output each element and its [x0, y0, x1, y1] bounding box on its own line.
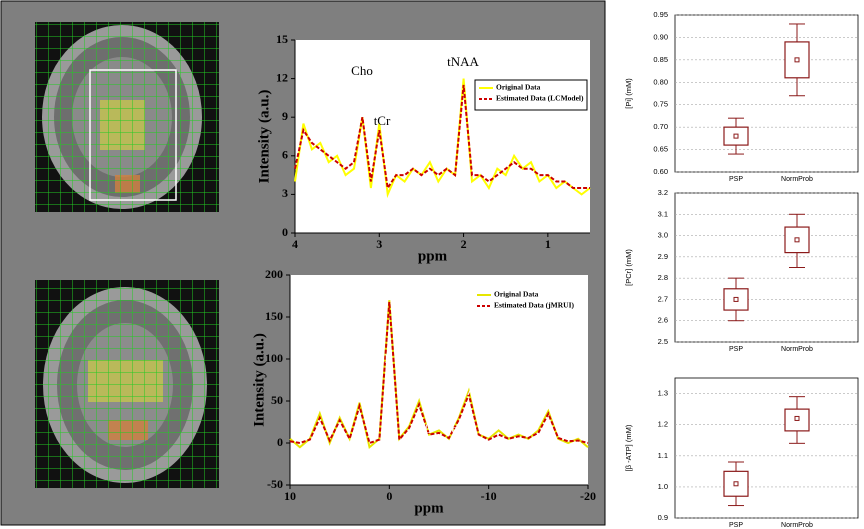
y-tick-label: 6	[282, 148, 288, 162]
y-tick-label: 0.9	[658, 513, 668, 522]
x-tick-label: 10	[284, 489, 296, 503]
y-axis-label: [PCr] (mM)	[624, 249, 633, 286]
y-tick-label: 0.60	[653, 167, 668, 176]
mean-marker	[794, 237, 800, 243]
y-tick-label: 2.5	[658, 337, 668, 346]
legend-box	[474, 79, 588, 111]
annotation-pointer	[494, 347, 549, 409]
y-tick-label: 3.0	[658, 231, 668, 240]
box	[784, 226, 810, 254]
annotation: ADP	[430, 393, 456, 408]
annotation-pointer	[417, 347, 471, 396]
x-tick-label: 3	[376, 237, 382, 251]
annotation-pointer	[404, 394, 419, 399]
spectrum-line	[289, 301, 589, 445]
y-tick-label: 2.6	[658, 316, 668, 325]
x-tick-label: NormProb	[781, 522, 813, 529]
annotation: Cho	[351, 63, 373, 78]
plot-frame	[674, 192, 859, 343]
y-tick-label: 0.90	[653, 32, 668, 41]
y-tick-label: 1.0	[658, 482, 668, 491]
x-tick-label: 0	[386, 489, 392, 503]
annotation: PCr	[408, 309, 429, 324]
annotation: PDE	[368, 351, 393, 366]
y-tick-label: 2.8	[658, 273, 668, 282]
y-tick-label: 3	[282, 186, 288, 200]
mri-image	[35, 280, 219, 488]
y-axis-label: [β -ATP] (mM)	[624, 424, 633, 471]
y-tick-label: 1.1	[658, 451, 668, 460]
x-axis-label: ppm	[414, 500, 444, 516]
annotation: β	[425, 421, 432, 436]
y-tick-label: 0.85	[653, 55, 668, 64]
y-tick-label: 1.3	[658, 389, 668, 398]
y-axis-label: Intensity (a.u.)	[251, 333, 267, 427]
y-tick-label: 50	[271, 393, 283, 407]
y-tick-label: 0	[277, 435, 283, 449]
mean-marker	[794, 415, 800, 421]
x-tick-label: NormProb	[781, 176, 813, 183]
y-axis-label: Intensity (a.u.)	[256, 90, 272, 184]
annotation: PME	[317, 356, 344, 371]
annotation-pointer	[421, 404, 433, 413]
x-tick-label: 1	[545, 237, 551, 251]
annotation: α	[477, 369, 484, 384]
y-tick-label: 0.95	[653, 10, 668, 19]
plot-area	[295, 40, 590, 233]
annotation: tCr	[374, 113, 391, 128]
x-tick-label: PSP	[729, 346, 743, 353]
y-tick-label: 2.7	[658, 294, 668, 303]
mean-marker	[733, 133, 739, 139]
x-tick-label: NormProb	[781, 346, 813, 353]
y-tick-label: 100	[265, 351, 283, 365]
legend-label: Original Data	[496, 83, 541, 92]
annotation: ATP	[466, 333, 489, 348]
y-tick-label: 0	[282, 225, 288, 239]
mri-image	[35, 22, 219, 212]
annotation: γ	[404, 381, 411, 396]
y-tick-label: 0.65	[653, 145, 668, 154]
x-tick-label: 2	[461, 237, 467, 251]
y-tick-label: 0.75	[653, 100, 668, 109]
annotation: α	[452, 421, 459, 436]
legend-label: Estimated Data (LCModel)	[496, 94, 584, 103]
annotation: Pi	[337, 389, 348, 404]
annotation: β	[514, 361, 521, 376]
mean-marker	[733, 296, 739, 302]
plot-frame	[674, 377, 859, 519]
spectrum-line	[294, 84, 590, 191]
y-tick-label: 150	[265, 309, 283, 323]
y-tick-label: -50	[267, 477, 283, 491]
y-tick-label: 0.80	[653, 77, 668, 86]
x-axis-label: ppm	[418, 248, 448, 264]
annotation: tNAA	[447, 54, 479, 69]
y-tick-label: 3.2	[658, 188, 668, 197]
legend-label: Estimated Data (jMRUI)	[494, 301, 574, 310]
y-tick-label: 2.9	[658, 252, 668, 261]
plot-frame	[674, 14, 859, 173]
x-tick-label: -10	[481, 489, 497, 503]
legend-label: Original Data	[494, 290, 539, 299]
plot-area	[290, 275, 588, 485]
y-tick-label: 15	[276, 32, 288, 46]
y-tick-label: 12	[276, 70, 288, 84]
spectrum-line	[289, 300, 589, 450]
y-tick-label: 3.1	[658, 209, 668, 218]
mean-marker	[733, 481, 739, 487]
mean-marker	[794, 57, 800, 63]
spectrum-line	[294, 78, 591, 199]
annotation-pointer	[467, 347, 491, 396]
x-tick-label: PSP	[729, 176, 743, 183]
y-tick-label: 200	[265, 267, 283, 281]
y-tick-label: 1.2	[658, 420, 668, 429]
x-tick-label: PSP	[729, 522, 743, 529]
y-axis-label: [Pi] (mM)	[624, 78, 633, 109]
x-tick-label: 4	[292, 237, 298, 251]
y-tick-label: 9	[282, 109, 288, 123]
y-tick-label: 0.70	[653, 122, 668, 131]
x-tick-label: -20	[580, 489, 596, 503]
